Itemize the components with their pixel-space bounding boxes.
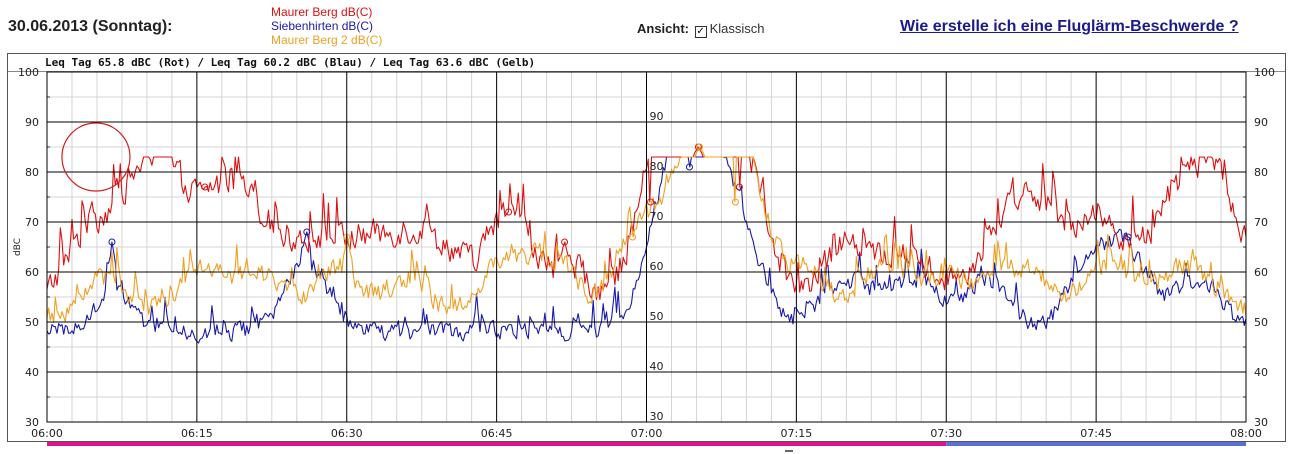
legend-maurer-berg: Maurer Berg dB(C) bbox=[271, 5, 373, 19]
peak-marker bbox=[201, 183, 209, 191]
peak-marker bbox=[303, 228, 311, 236]
y-tick-label-right: 40 bbox=[1254, 366, 1268, 379]
peak-marker bbox=[695, 143, 703, 151]
y-tick-label-left: 100 bbox=[18, 66, 39, 79]
y-tick-label-left: 60 bbox=[25, 266, 39, 279]
peak-marker bbox=[505, 208, 513, 216]
inset-y-label: 90 bbox=[650, 110, 664, 123]
x-tick-label: 07:45 bbox=[1080, 427, 1112, 440]
peak-marker bbox=[1124, 233, 1132, 241]
y-axis-label: dBC bbox=[13, 238, 23, 256]
view-label: Ansicht: bbox=[637, 21, 689, 36]
series-legend: Maurer Berg dB(C) Siebenhirten dB(C) Mau… bbox=[271, 5, 382, 47]
y-tick-label-left: 70 bbox=[25, 216, 39, 229]
peak-marker bbox=[629, 233, 637, 241]
peak-marker bbox=[685, 163, 693, 171]
noise-chart: Leq Tag 65.8 dBC (Rot) / Leq Tag 60.2 dB… bbox=[7, 53, 1286, 446]
chart-title: Leq Tag 65.8 dBC (Rot) / Leq Tag 60.2 dB… bbox=[45, 56, 535, 69]
inset-y-label: 70 bbox=[650, 210, 664, 223]
y-tick-label-left: 40 bbox=[25, 366, 39, 379]
peak-highlight-circle bbox=[61, 122, 131, 192]
y-tick-label-left: 30 bbox=[25, 416, 39, 429]
x-tick-label: 08:00 bbox=[1230, 427, 1262, 440]
time-band-evening bbox=[946, 442, 1246, 446]
inset-y-label: 80 bbox=[650, 160, 664, 173]
time-band-day bbox=[47, 442, 947, 446]
peak-marker bbox=[646, 198, 654, 206]
x-tick-label: 06:00 bbox=[31, 427, 63, 440]
inset-y-label: 40 bbox=[650, 360, 664, 373]
x-tick-label: 06:30 bbox=[331, 427, 363, 440]
peak-marker bbox=[561, 238, 569, 246]
y-tick-label-right: 30 bbox=[1254, 416, 1268, 429]
inset-y-label: 60 bbox=[650, 260, 664, 273]
legend-siebenhirten: Siebenhirten dB(C) bbox=[271, 19, 374, 33]
y-tick-label-right: 70 bbox=[1254, 216, 1268, 229]
x-tick-label: 07:15 bbox=[781, 427, 813, 440]
y-tick-label-right: 60 bbox=[1254, 266, 1268, 279]
y-tick-label-right: 80 bbox=[1254, 166, 1268, 179]
y-tick-label-right: 100 bbox=[1254, 66, 1275, 79]
inset-y-label: 50 bbox=[650, 310, 664, 323]
classic-view-checkbox[interactable]: ✓ bbox=[694, 26, 707, 38]
legend-maurer-berg-2: Maurer Berg 2 dB(C) bbox=[271, 33, 383, 47]
scroll-marker bbox=[785, 450, 793, 452]
x-tick-label: 07:30 bbox=[930, 427, 962, 440]
complaint-help-link[interactable]: Wie erstelle ich eine Fluglärm-Beschwerd… bbox=[900, 18, 1239, 35]
peak-marker bbox=[735, 183, 743, 191]
peak-marker bbox=[108, 238, 116, 246]
y-tick-label-right: 90 bbox=[1254, 116, 1268, 129]
y-tick-label-left: 90 bbox=[25, 116, 39, 129]
classic-view-label[interactable]: Klassisch bbox=[709, 21, 765, 36]
y-tick-label-left: 50 bbox=[25, 316, 39, 329]
peak-marker bbox=[731, 198, 739, 206]
view-selector: Ansicht: ✓ Klassisch bbox=[637, 21, 765, 38]
x-tick-label: 06:15 bbox=[181, 427, 213, 440]
y-tick-label-right: 50 bbox=[1254, 316, 1268, 329]
y-tick-label-left: 80 bbox=[25, 166, 39, 179]
x-tick-label: 06:45 bbox=[481, 427, 513, 440]
x-tick-label: 07:00 bbox=[631, 427, 663, 440]
inset-y-label: 30 bbox=[650, 410, 664, 423]
plot-border bbox=[46, 71, 1247, 423]
page-date: 30.06.2013 (Sonntag): bbox=[8, 18, 173, 35]
